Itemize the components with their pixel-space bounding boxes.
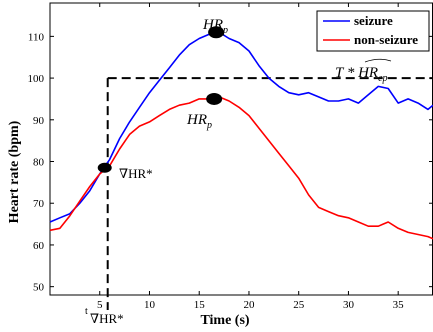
legend-box [316, 10, 430, 52]
threshold-label: T * HRep [335, 65, 388, 84]
y-tick-label: 60 [33, 240, 45, 252]
y-tick-label: 100 [28, 73, 45, 85]
markers-group [97, 26, 225, 173]
x-tick-label: 15 [194, 299, 206, 311]
tick-marks: 50 60 70 80 90 100 110 5 10 15 20 25 30 35 [28, 3, 433, 311]
onset-axis-label: ∇HR* [90, 311, 124, 326]
peak-marker-seizure [208, 26, 225, 39]
threshold-line [106, 77, 433, 310]
onset-marker [97, 162, 112, 173]
legend-label-seizure: seizure [354, 13, 393, 28]
legend-label-non-seizure: non-seizure [354, 32, 418, 47]
x-tick-label: 10 [144, 299, 156, 311]
y-tick-label: 90 [33, 115, 45, 127]
threshold-label-hat [364, 58, 392, 63]
x-tick-label: 30 [343, 299, 355, 311]
x-tick-label: 20 [243, 299, 255, 311]
series-group [49, 31, 433, 240]
onset-label: ∇HR* [119, 166, 153, 181]
y-tick-label: 70 [33, 198, 45, 210]
onset-axis-label-t: t [85, 306, 88, 317]
peak-label-seizure: HRp [202, 17, 228, 36]
peak-marker-non-seizure [206, 92, 223, 105]
peak-label-non-seizure: HRp [186, 112, 212, 131]
y-tick-label: 110 [28, 31, 45, 43]
y-tick-label: 50 [33, 282, 45, 294]
y-tick-label: 80 [33, 157, 45, 169]
x-tick-label: 25 [293, 299, 305, 311]
series-line-non-seizure [49, 96, 433, 240]
legend: seizure non-seizure [316, 10, 430, 52]
x-tick-label: 5 [97, 299, 103, 311]
series-line-seizure [49, 31, 433, 223]
x-tick-label: 35 [393, 299, 405, 311]
axes-frame [49, 2, 433, 296]
y-axis-label: Heart rate (bpm) [7, 120, 22, 223]
x-axis-label: Time (s) [200, 313, 249, 328]
plot-area [49, 2, 433, 296]
